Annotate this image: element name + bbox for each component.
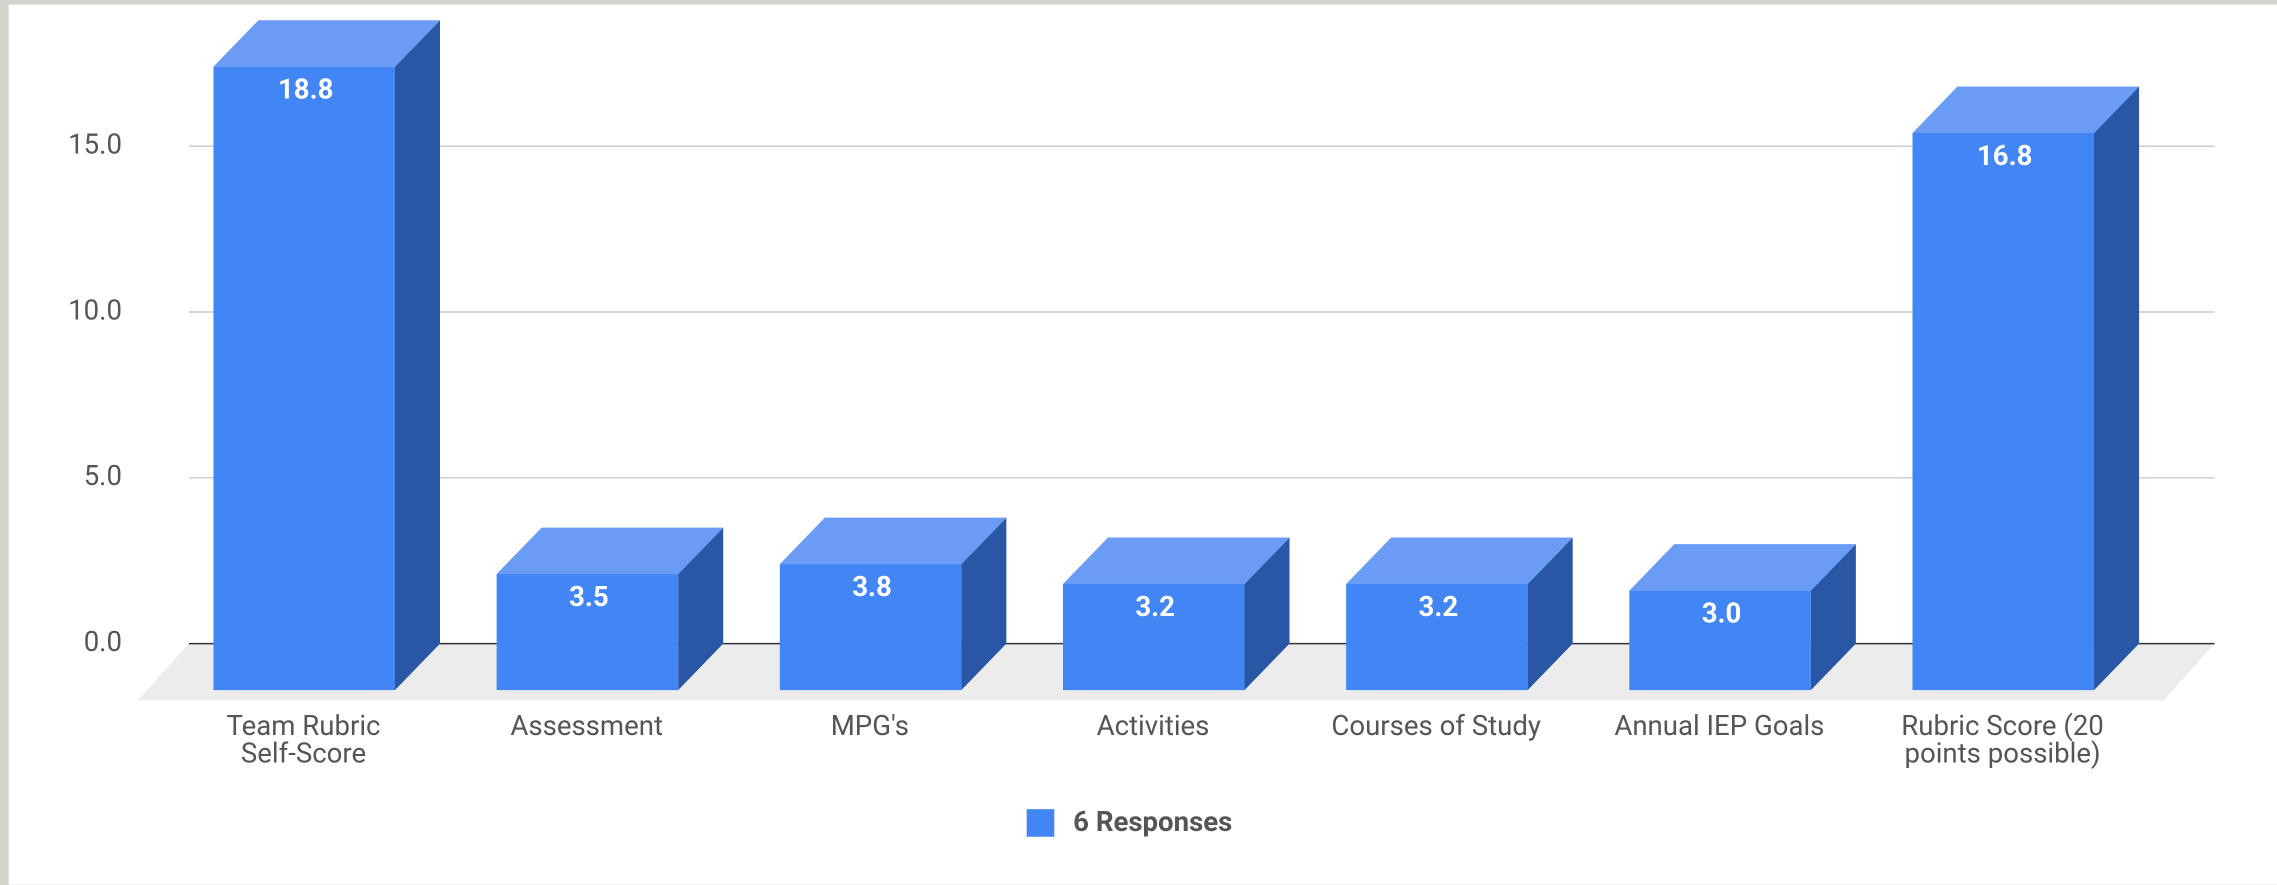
x-tick-label: MPG's [831, 709, 909, 742]
bar-top [1062, 537, 1290, 584]
x-tick-label: Team Rubric Self-Score [227, 709, 381, 770]
legend-label: 6 Responses [1073, 805, 1232, 838]
x-tick-label: Rubric Score (20 points possible) [1901, 709, 2104, 770]
bar-top [1346, 537, 1573, 584]
y-tick-label: 0.0 [84, 625, 122, 658]
x-tick-label: Assessment [510, 709, 663, 742]
y-tick-label: 5.0 [84, 459, 122, 492]
legend-swatch [1026, 809, 1055, 837]
x-tick-label: Activities [1097, 709, 1210, 742]
x-tick-label: Courses of Study [1331, 709, 1541, 742]
bar-side [678, 527, 724, 691]
bar-side [1527, 537, 1573, 691]
data-label: 3.0 [1702, 597, 1742, 630]
data-label: 16.8 [1977, 139, 2032, 172]
data-label: 3.8 [852, 570, 892, 603]
data-label: 3.2 [1135, 590, 1175, 623]
y-tick-label: 15.0 [68, 128, 122, 161]
bar-top [213, 20, 441, 67]
data-label: 3.2 [1419, 590, 1459, 623]
bar-top [1629, 544, 1856, 591]
bar-side [1810, 544, 1856, 691]
bar-side [961, 517, 1007, 691]
bar [1629, 590, 1811, 691]
bar [1062, 583, 1245, 691]
bar-top [1912, 86, 2140, 134]
bar [1346, 583, 1528, 691]
x-tick-label: Annual IEP Goals [1614, 709, 1824, 742]
data-label: 18.8 [278, 73, 333, 106]
bar [779, 564, 962, 691]
bar-top [496, 527, 724, 575]
y-tick-label: 10.0 [68, 293, 122, 326]
bar [1912, 133, 2095, 691]
bar-side [394, 20, 441, 691]
data-label: 3.5 [569, 580, 609, 613]
bar [213, 66, 395, 691]
bar-top [779, 517, 1007, 565]
bar [496, 574, 679, 691]
bar-side [1244, 537, 1290, 691]
bar-side [2094, 86, 2140, 691]
